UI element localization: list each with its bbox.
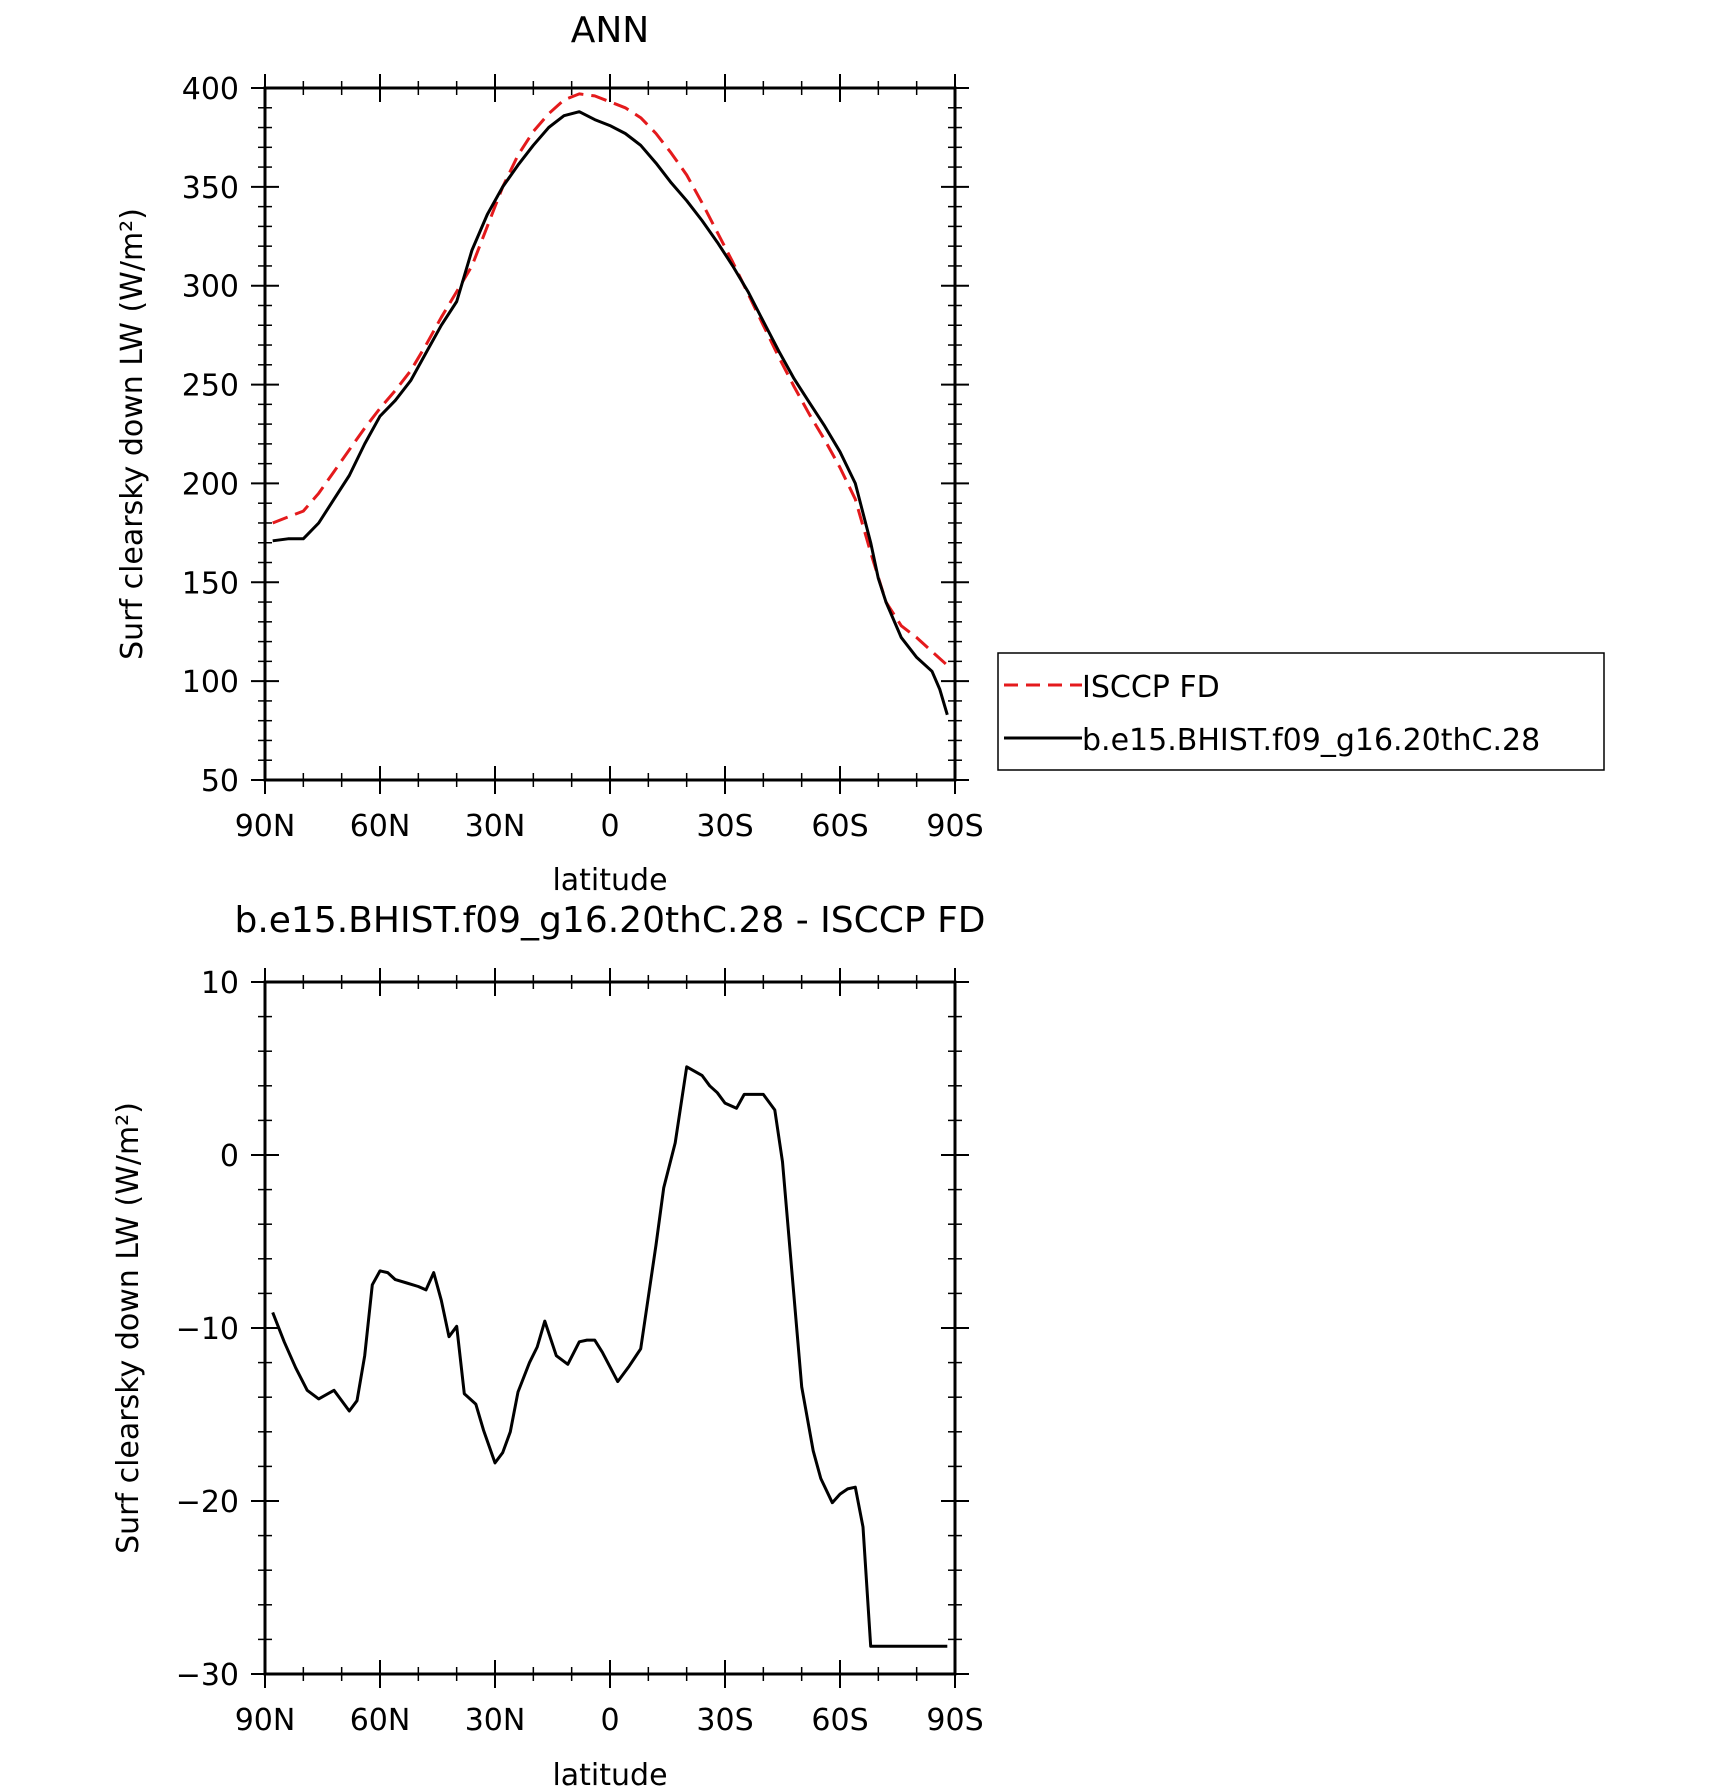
bottom-panel: b.e15.BHIST.f09_g16.20thC.28 - ISCCP FD … [111, 900, 986, 1789]
x-tick-label: 30S [696, 1703, 753, 1738]
legend: ISCCP FD b.e15.BHIST.f09_g16.20thC.28 [997, 652, 1605, 771]
series-line-isccp-fd [272, 92, 949, 667]
y-tick-label: 10 [201, 966, 239, 1001]
x-tick-label: 30S [696, 809, 753, 844]
y-tick-label: 250 [182, 369, 239, 404]
x-tick-label: 60S [811, 809, 868, 844]
x-tick-label: 30N [465, 809, 526, 844]
x-tick-label: 0 [600, 809, 619, 844]
y-tick-label: 100 [182, 665, 239, 700]
x-tick-label: 60S [811, 1703, 868, 1738]
x-tick-label: 90S [926, 809, 983, 844]
y-tick-label: −20 [176, 1485, 239, 1520]
y-tick-label: 150 [182, 566, 239, 601]
top-y-tick-labels: 50 100 150 200 250 300 350 400 [182, 72, 239, 799]
bottom-series-lines [271, 1065, 948, 1648]
y-tick-label: 300 [182, 270, 239, 305]
top-panel: ANN 90N 60N 30N 0 30S 60S 90S 50 100 150 200 250 30… [115, 10, 1605, 898]
top-series-lines [272, 92, 949, 716]
top-y-axis-label: Surf clearsky down LW (W/m²) [115, 208, 150, 660]
top-x-axis-label: latitude [552, 863, 667, 898]
bottom-x-tick-labels: 90N 60N 30N 0 30S 60S 90S [235, 1703, 984, 1738]
y-tick-label: 350 [182, 171, 239, 206]
x-tick-label: 90S [926, 1703, 983, 1738]
x-tick-label: 60N [350, 809, 411, 844]
bottom-plot-frame [263, 980, 957, 1676]
series-line-model [272, 110, 949, 716]
x-tick-label: 0 [600, 1703, 619, 1738]
bottom-x-axis-label: latitude [552, 1758, 667, 1789]
y-tick-label: 0 [220, 1139, 239, 1174]
top-plot-frame [263, 86, 957, 782]
y-tick-label: 200 [182, 467, 239, 502]
x-tick-label: 30N [465, 1703, 526, 1738]
x-tick-label: 90N [235, 809, 296, 844]
series-line-difference [271, 1065, 948, 1648]
y-tick-label: 50 [201, 764, 239, 799]
bottom-axis-ticks [251, 968, 969, 1688]
top-x-tick-labels: 90N 60N 30N 0 30S 60S 90S [235, 809, 984, 844]
legend-label-model: b.e15.BHIST.f09_g16.20thC.28 [1082, 723, 1540, 758]
x-tick-label: 60N [350, 1703, 411, 1738]
bottom-panel-title: b.e15.BHIST.f09_g16.20thC.28 - ISCCP FD [234, 900, 985, 941]
y-tick-label: 400 [182, 72, 239, 107]
bottom-y-axis-label: Surf clearsky down LW (W/m²) [111, 1102, 146, 1554]
top-panel-title: ANN [571, 10, 650, 51]
legend-label-isccp: ISCCP FD [1082, 670, 1220, 705]
y-tick-label: −30 [176, 1658, 239, 1693]
y-tick-label: −10 [176, 1312, 239, 1347]
legend-box [997, 652, 1605, 771]
bottom-y-tick-labels: −30 −20 −10 0 10 [176, 966, 239, 1693]
x-tick-label: 90N [235, 1703, 296, 1738]
